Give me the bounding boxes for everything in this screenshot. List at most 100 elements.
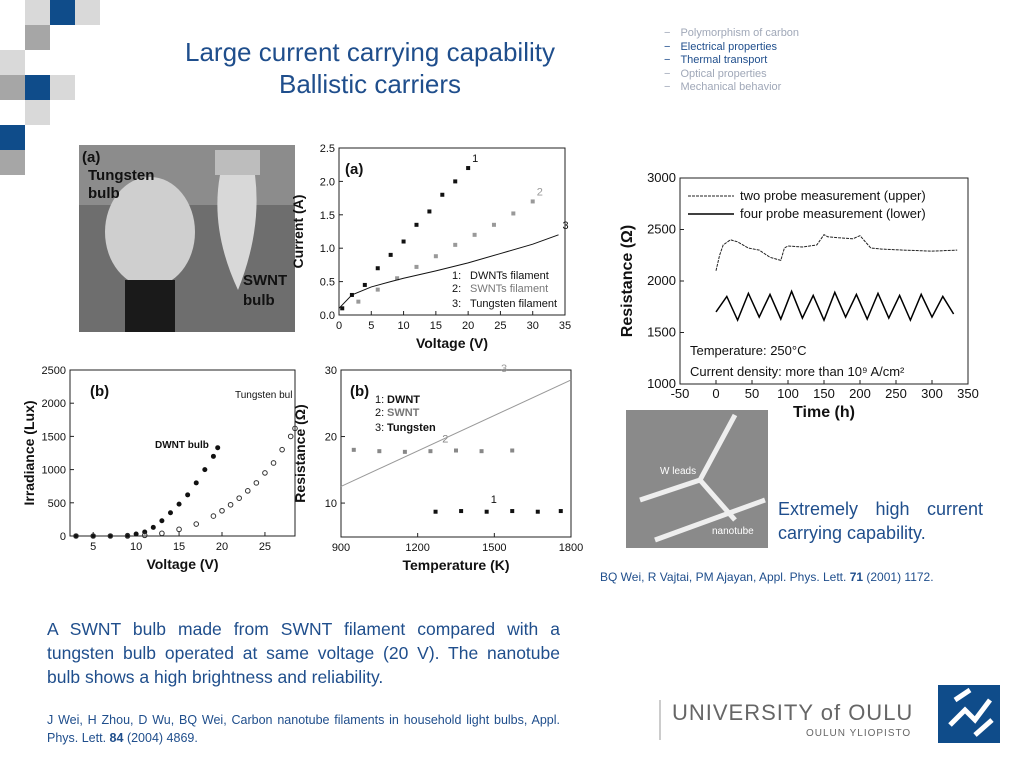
marker: [270, 460, 277, 466]
legend-label: DWNT: [387, 394, 420, 406]
marker: [107, 533, 114, 539]
y-tick-label: 2.0: [320, 176, 335, 188]
curve-label: 1: [491, 494, 497, 506]
y-tick-label: 0: [60, 531, 66, 543]
highlight-line: carrying capability.: [778, 523, 926, 543]
y-tick-label: 0.0: [320, 310, 335, 322]
y-axis-label: Resistance (Ω): [292, 404, 308, 502]
chart: 0 5 10 15 20 25 30 35 0.0 0.5 1.0 1.5 2.0 2.5 Voltage …: [290, 143, 571, 351]
decor-squares: [0, 0, 100, 175]
nav-item[interactable]: − Polymorphism of carbon: [664, 27, 799, 41]
ref-text: J Wei, H Zhou, D Wu, BQ Wei, Carbon nano…: [47, 713, 560, 745]
legend-key: 1:: [452, 270, 461, 282]
x-tick-label: 1800: [559, 542, 583, 554]
y-tick-label: 2.5: [320, 143, 335, 155]
marker: [107, 533, 113, 539]
y-tick-label: 1500: [42, 431, 66, 443]
legend-key: 3:: [375, 422, 384, 434]
x-tick-label: 10: [397, 320, 409, 332]
marker: [375, 266, 380, 271]
x-axis-label: Temperature (K): [402, 557, 509, 573]
marker: [141, 532, 148, 539]
legend-label: Tungsten bul: [235, 390, 292, 401]
photo: [79, 145, 295, 332]
marker: [236, 495, 242, 501]
panel-label: (a): [345, 161, 363, 178]
y-tick-label: 2000: [42, 398, 66, 410]
sem-label: nanotube: [712, 526, 754, 537]
legend-label: Tungsten filament: [470, 298, 557, 310]
reference: BQ Wei, R Vajtai, PM Ajayan, Appl. Phys.…: [600, 570, 934, 584]
nav-text: Thermal transport: [680, 54, 768, 66]
marker: [340, 306, 345, 311]
marker: [375, 287, 380, 292]
slide-title: Large current carrying capability Ballis…: [140, 36, 600, 100]
marker: [484, 509, 489, 514]
y-tick-label: 1000: [647, 376, 676, 391]
nav-item[interactable]: − Thermal transport: [664, 54, 799, 68]
marker: [159, 518, 165, 524]
x-tick-label: 50: [745, 386, 759, 401]
x-axis-label: Time (h): [793, 404, 855, 421]
plot-frame: [338, 147, 566, 316]
marker: [388, 252, 393, 257]
marker: [351, 447, 356, 452]
x-tick-label: 250: [885, 386, 907, 401]
marker: [466, 166, 471, 171]
marker: [176, 501, 182, 507]
marker: [414, 264, 419, 269]
series-line: [715, 233, 958, 271]
curve-label: 1: [472, 153, 478, 165]
legend-key: 3:: [452, 298, 461, 310]
nav-item[interactable]: − Electrical properties: [664, 41, 799, 55]
x-tick-label: 150: [813, 386, 835, 401]
y-tick-label: 30: [325, 365, 337, 377]
marker: [73, 533, 79, 539]
y-axis-label: Irradiance (Lux): [21, 400, 37, 505]
nav-item[interactable]: − Mechanical behavior: [664, 81, 799, 95]
y-axis-label: Current (A): [290, 195, 306, 269]
legend-label: DWNTs filament: [470, 270, 549, 282]
x-tick-label: 30: [527, 320, 539, 332]
nav-item[interactable]: − Optical properties: [664, 68, 799, 82]
marker: [459, 509, 464, 514]
marker: [440, 192, 445, 197]
x-tick-label: 5: [90, 541, 96, 553]
panel-label: (b): [350, 383, 369, 400]
y-tick-label: 1500: [647, 325, 676, 340]
marker: [227, 501, 234, 508]
legend-key: 2:: [375, 407, 384, 419]
marker: [453, 179, 458, 184]
nav-bullet: −: [664, 54, 671, 66]
legend-key: 2:: [452, 283, 461, 295]
ref-volume: 71: [849, 570, 864, 584]
legend-label: DWNT bulb: [155, 440, 209, 451]
nav-list: − Polymorphism of carbon − Electrical prope…: [664, 27, 799, 95]
marker: [510, 448, 515, 453]
panel-label: (b): [90, 383, 109, 400]
marker: [401, 239, 406, 244]
chart: -50 0 50 100 150 200 250 300 350 1000 1500 2000 2500…: [619, 170, 979, 421]
y-tick-label: 500: [48, 498, 66, 510]
photo-label: SWNT: [243, 272, 287, 289]
marker: [193, 480, 199, 486]
marker: [402, 449, 407, 454]
x-tick-label: 20: [216, 541, 228, 553]
x-tick-label: 20: [462, 320, 474, 332]
marker: [124, 533, 131, 539]
photo-label: bulb: [88, 185, 120, 202]
marker: [210, 453, 216, 459]
x-tick-label: 0: [336, 320, 342, 332]
plot-frame: [69, 369, 296, 537]
x-tick-label: 1200: [405, 542, 429, 554]
plot-frame: [340, 369, 572, 538]
x-tick-label: 200: [849, 386, 871, 401]
photo-label: Tungsten: [88, 167, 154, 184]
y-tick-label: 3000: [647, 170, 676, 185]
series-line: [338, 234, 559, 309]
nav-text: Mechanical behavior: [680, 81, 782, 93]
marker: [244, 488, 251, 494]
curve-label: 2: [537, 186, 543, 198]
x-tick-label: 15: [430, 320, 442, 332]
